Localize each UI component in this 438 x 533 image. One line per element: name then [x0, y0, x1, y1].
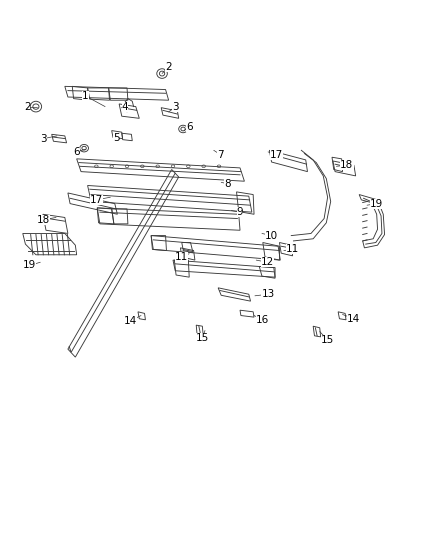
Text: 2: 2: [165, 62, 172, 71]
Text: 17: 17: [270, 150, 283, 159]
Text: 3: 3: [40, 134, 47, 143]
Text: 14: 14: [124, 316, 137, 326]
Text: 13: 13: [261, 289, 275, 299]
Text: 10: 10: [265, 231, 278, 240]
Text: 18: 18: [37, 215, 50, 224]
Text: 19: 19: [23, 261, 36, 270]
Text: 2: 2: [24, 102, 31, 111]
Text: 6: 6: [186, 122, 193, 132]
Text: 4: 4: [121, 102, 128, 111]
Text: 11: 11: [175, 252, 188, 262]
Text: 16: 16: [256, 315, 269, 325]
Text: 1: 1: [82, 91, 89, 101]
Text: 17: 17: [90, 195, 103, 205]
Text: 8: 8: [224, 179, 231, 189]
Text: 12: 12: [261, 257, 274, 267]
Text: 7: 7: [217, 150, 224, 159]
Text: 3: 3: [172, 102, 179, 111]
Text: 9: 9: [237, 207, 244, 217]
Text: 15: 15: [321, 335, 334, 345]
Text: 19: 19: [370, 199, 383, 208]
Text: 18: 18: [340, 160, 353, 170]
Text: 15: 15: [196, 334, 209, 343]
Text: 14: 14: [347, 314, 360, 324]
Text: 6: 6: [73, 147, 80, 157]
Text: 5: 5: [113, 133, 120, 142]
Text: 11: 11: [286, 245, 299, 254]
